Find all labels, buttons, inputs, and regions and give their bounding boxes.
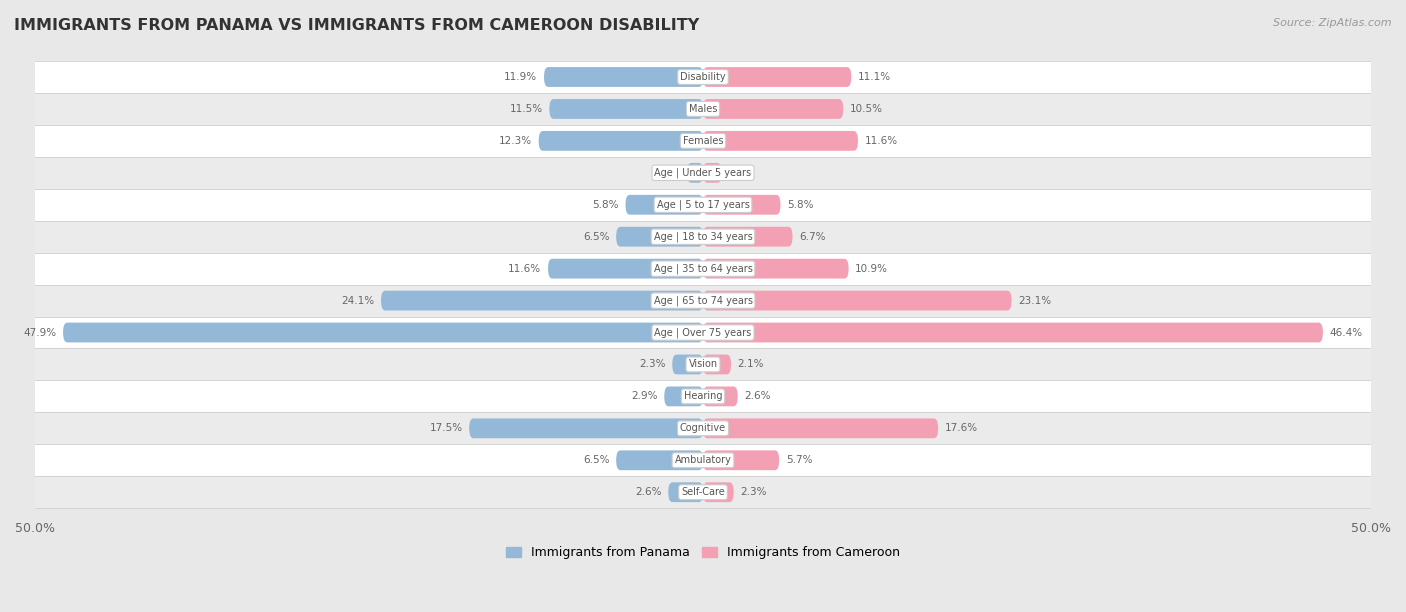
FancyBboxPatch shape xyxy=(548,259,703,278)
FancyBboxPatch shape xyxy=(668,482,703,502)
Text: 2.1%: 2.1% xyxy=(738,359,765,370)
Text: 11.5%: 11.5% xyxy=(509,104,543,114)
Text: 6.5%: 6.5% xyxy=(583,232,609,242)
Text: 2.9%: 2.9% xyxy=(631,392,658,401)
FancyBboxPatch shape xyxy=(703,99,844,119)
FancyBboxPatch shape xyxy=(703,131,858,151)
Text: Age | 5 to 17 years: Age | 5 to 17 years xyxy=(657,200,749,210)
FancyBboxPatch shape xyxy=(21,348,1385,381)
FancyBboxPatch shape xyxy=(21,221,1385,253)
Text: 23.1%: 23.1% xyxy=(1018,296,1052,305)
FancyBboxPatch shape xyxy=(688,163,703,183)
FancyBboxPatch shape xyxy=(21,476,1385,508)
FancyBboxPatch shape xyxy=(21,412,1385,444)
Text: IMMIGRANTS FROM PANAMA VS IMMIGRANTS FROM CAMEROON DISABILITY: IMMIGRANTS FROM PANAMA VS IMMIGRANTS FRO… xyxy=(14,18,699,34)
Text: 11.9%: 11.9% xyxy=(505,72,537,82)
FancyBboxPatch shape xyxy=(703,163,721,183)
Text: Disability: Disability xyxy=(681,72,725,82)
Text: 11.6%: 11.6% xyxy=(508,264,541,274)
FancyBboxPatch shape xyxy=(21,253,1385,285)
Text: 47.9%: 47.9% xyxy=(24,327,56,338)
FancyBboxPatch shape xyxy=(21,285,1385,316)
FancyBboxPatch shape xyxy=(21,61,1385,93)
Text: 1.2%: 1.2% xyxy=(654,168,681,178)
FancyBboxPatch shape xyxy=(703,259,849,278)
Text: Cognitive: Cognitive xyxy=(681,424,725,433)
FancyBboxPatch shape xyxy=(703,482,734,502)
FancyBboxPatch shape xyxy=(626,195,703,215)
FancyBboxPatch shape xyxy=(664,387,703,406)
Text: Source: ZipAtlas.com: Source: ZipAtlas.com xyxy=(1274,18,1392,28)
Text: Self-Care: Self-Care xyxy=(681,487,725,497)
FancyBboxPatch shape xyxy=(703,419,938,438)
FancyBboxPatch shape xyxy=(616,227,703,247)
Text: 10.9%: 10.9% xyxy=(855,264,889,274)
Text: Vision: Vision xyxy=(689,359,717,370)
FancyBboxPatch shape xyxy=(703,195,780,215)
Text: 2.6%: 2.6% xyxy=(636,487,662,497)
Text: 11.1%: 11.1% xyxy=(858,72,891,82)
Text: Females: Females xyxy=(683,136,723,146)
FancyBboxPatch shape xyxy=(703,450,779,470)
Text: 17.5%: 17.5% xyxy=(429,424,463,433)
Text: 2.6%: 2.6% xyxy=(744,392,770,401)
FancyBboxPatch shape xyxy=(21,444,1385,476)
Text: 2.3%: 2.3% xyxy=(640,359,665,370)
FancyBboxPatch shape xyxy=(63,323,703,343)
FancyBboxPatch shape xyxy=(21,157,1385,188)
Text: Ambulatory: Ambulatory xyxy=(675,455,731,465)
Text: 5.8%: 5.8% xyxy=(787,200,814,210)
FancyBboxPatch shape xyxy=(538,131,703,151)
FancyBboxPatch shape xyxy=(703,227,793,247)
Text: 12.3%: 12.3% xyxy=(499,136,531,146)
Text: Age | 35 to 64 years: Age | 35 to 64 years xyxy=(654,263,752,274)
Text: 6.5%: 6.5% xyxy=(583,455,609,465)
FancyBboxPatch shape xyxy=(703,291,1011,310)
FancyBboxPatch shape xyxy=(544,67,703,87)
FancyBboxPatch shape xyxy=(21,125,1385,157)
Text: Age | 18 to 34 years: Age | 18 to 34 years xyxy=(654,231,752,242)
Text: 1.4%: 1.4% xyxy=(728,168,755,178)
FancyBboxPatch shape xyxy=(21,188,1385,221)
FancyBboxPatch shape xyxy=(21,381,1385,412)
Text: Hearing: Hearing xyxy=(683,392,723,401)
Text: 11.6%: 11.6% xyxy=(865,136,898,146)
FancyBboxPatch shape xyxy=(21,93,1385,125)
Text: Age | Under 5 years: Age | Under 5 years xyxy=(654,168,752,178)
FancyBboxPatch shape xyxy=(672,354,703,375)
FancyBboxPatch shape xyxy=(470,419,703,438)
Text: 6.7%: 6.7% xyxy=(799,232,825,242)
Legend: Immigrants from Panama, Immigrants from Cameroon: Immigrants from Panama, Immigrants from … xyxy=(501,541,905,564)
Text: 46.4%: 46.4% xyxy=(1330,327,1362,338)
Text: 24.1%: 24.1% xyxy=(342,296,374,305)
FancyBboxPatch shape xyxy=(21,316,1385,348)
Text: 5.8%: 5.8% xyxy=(592,200,619,210)
FancyBboxPatch shape xyxy=(703,67,851,87)
Text: Age | Over 75 years: Age | Over 75 years xyxy=(654,327,752,338)
Text: Males: Males xyxy=(689,104,717,114)
FancyBboxPatch shape xyxy=(616,450,703,470)
Text: 2.3%: 2.3% xyxy=(741,487,766,497)
FancyBboxPatch shape xyxy=(550,99,703,119)
Text: 5.7%: 5.7% xyxy=(786,455,813,465)
FancyBboxPatch shape xyxy=(381,291,703,310)
FancyBboxPatch shape xyxy=(703,354,731,375)
FancyBboxPatch shape xyxy=(703,323,1323,343)
FancyBboxPatch shape xyxy=(703,387,738,406)
Text: Age | 65 to 74 years: Age | 65 to 74 years xyxy=(654,296,752,306)
Text: 10.5%: 10.5% xyxy=(851,104,883,114)
Text: 17.6%: 17.6% xyxy=(945,424,979,433)
